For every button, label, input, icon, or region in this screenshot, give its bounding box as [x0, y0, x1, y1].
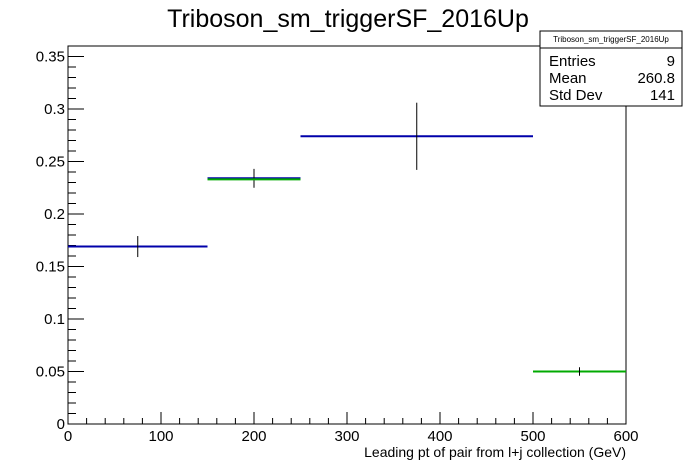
- x-axis-label: Leading pt of pair from l+j collection (…: [364, 444, 626, 460]
- x-axis: 0 100 200 300 400 500 600: [64, 412, 639, 445]
- y-tick-label: 0: [57, 416, 65, 433]
- stats-box: Triboson_sm_triggerSF_2016Up Entries 9 M…: [539, 30, 683, 107]
- y-tick-label: 0.05: [36, 364, 65, 381]
- x-tick-label: 500: [520, 428, 545, 445]
- chart-title: Triboson_sm_triggerSF_2016Up: [167, 5, 529, 33]
- stats-stddev-value: 141: [650, 87, 675, 104]
- y-tick-label: 0.1: [44, 311, 65, 328]
- x-tick-label: 100: [148, 428, 173, 445]
- y-tick-label: 0.15: [36, 259, 65, 276]
- x-tick-label: 200: [241, 428, 266, 445]
- y-tick-label: 0.35: [36, 49, 65, 66]
- y-axis: 0 0.05 0.1 0.15 0.2 0.25 0.3 0.35: [36, 45, 84, 433]
- x-tick-label: 300: [334, 428, 359, 445]
- y-tick-label: 0.2: [44, 206, 65, 223]
- stats-entries-label: Entries: [549, 53, 596, 70]
- stats-mean-label: Mean: [549, 70, 587, 87]
- x-tick-label: 400: [427, 428, 452, 445]
- x-tick-label: 0: [64, 428, 72, 445]
- stats-mean-value: 260.8: [637, 70, 675, 87]
- stats-box-title: Triboson_sm_triggerSF_2016Up: [553, 35, 669, 44]
- y-tick-label: 0.3: [44, 101, 65, 118]
- x-tick-label: 600: [613, 428, 638, 445]
- y-tick-label: 0.25: [36, 154, 65, 171]
- stats-entries-value: 9: [667, 53, 675, 70]
- stats-stddev-label: Std Dev: [549, 87, 603, 104]
- data-series: [68, 102, 626, 376]
